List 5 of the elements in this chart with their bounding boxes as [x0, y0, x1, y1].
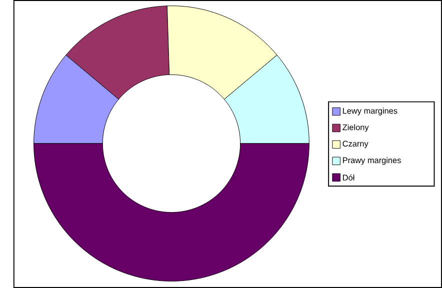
legend-label: Czarny	[342, 140, 368, 148]
legend-label: Dół	[342, 174, 355, 181]
legend-label: Lewy margines	[342, 108, 398, 116]
legend-label: Prawy margines	[342, 157, 401, 165]
legend-label: Zielony	[342, 124, 369, 132]
